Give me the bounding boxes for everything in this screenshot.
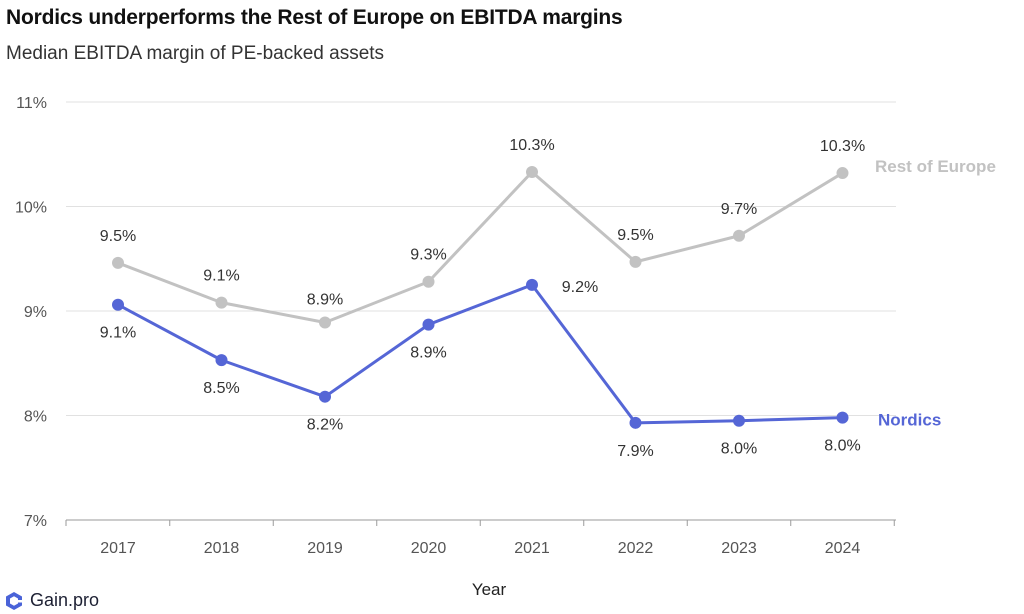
x-tick-label: 2017 [100,540,136,557]
x-tick-label: 2018 [204,540,240,557]
series-rest-of-europe: 9.5% 9.1% 8.9% 9.3% 10.3% 9.5% 9.7% 10.3% Rest o… [100,137,996,329]
series-end-label: Nordics [878,411,941,430]
y-tick-label: 9% [24,304,47,321]
data-label: 8.2% [307,417,343,434]
y-tick-label: 8% [24,409,47,426]
data-label: 8.0% [824,438,860,455]
data-point [836,411,849,424]
data-label: 10.3% [509,137,554,154]
data-label: 8.9% [307,291,343,308]
data-point [836,167,849,180]
gain-pro-logo-icon [6,591,22,610]
chart-title: Nordics underperforms the Rest of Europe… [6,6,623,29]
data-label: 9.7% [721,201,757,218]
data-label: 10.3% [820,138,865,155]
series-nordics: 9.1% 8.5% 8.2% 8.9% 9.2% 7.9% 8.0% 8.0% Nordics [100,278,941,460]
x-tick-label: 2019 [307,540,343,557]
y-tick-label: 11% [16,95,47,112]
data-point [733,229,745,242]
data-label: 8.5% [203,380,239,397]
data-label: 7.9% [617,443,653,460]
data-label: 8.0% [721,441,757,458]
series-end-label: Rest of Europe [875,157,996,176]
data-label: 9.1% [203,268,239,285]
data-label: 9.5% [617,227,653,244]
x-axis-label: Year [472,580,507,599]
data-point [526,278,538,291]
y-tick-label: 10% [15,200,47,217]
data-point [112,256,124,269]
gridlines [66,101,896,416]
data-label: 9.2% [562,279,598,296]
data-point [112,298,124,311]
data-point [526,166,538,179]
data-label: 9.5% [100,228,136,245]
data-point [629,255,642,268]
data-point [215,296,228,309]
data-label: 9.1% [100,325,136,342]
data-point [629,416,642,429]
data-point [215,354,228,367]
x-tick-label: 2021 [514,540,550,557]
data-point [422,318,435,331]
data-point [319,316,331,329]
series-line [117,283,843,425]
data-point [733,414,745,427]
y-axis-ticks: 7% 8% 9% 10% 11% [15,95,47,530]
brand-logo: Gain.pro [4,590,99,611]
x-tick-label: 2024 [825,540,861,557]
y-tick-label: 7% [24,513,47,530]
data-point [319,390,331,403]
series-line [117,170,844,324]
x-tick-label: 2023 [721,540,757,557]
x-tick-label: 2020 [411,540,447,557]
x-axis: 2017 2018 2019 2020 2021 2022 2023 2024 [65,519,896,557]
data-label: 9.3% [410,247,446,264]
series-group: 9.5% 9.1% 8.9% 9.3% 10.3% 9.5% 9.7% 10.3% Rest o… [100,137,996,460]
x-tick-label: 2022 [618,540,654,557]
data-point [422,275,435,288]
chart-subtitle: Median EBITDA margin of PE-backed assets [6,43,385,64]
brand-name: Gain.pro [30,590,100,610]
data-label: 8.9% [410,345,446,362]
